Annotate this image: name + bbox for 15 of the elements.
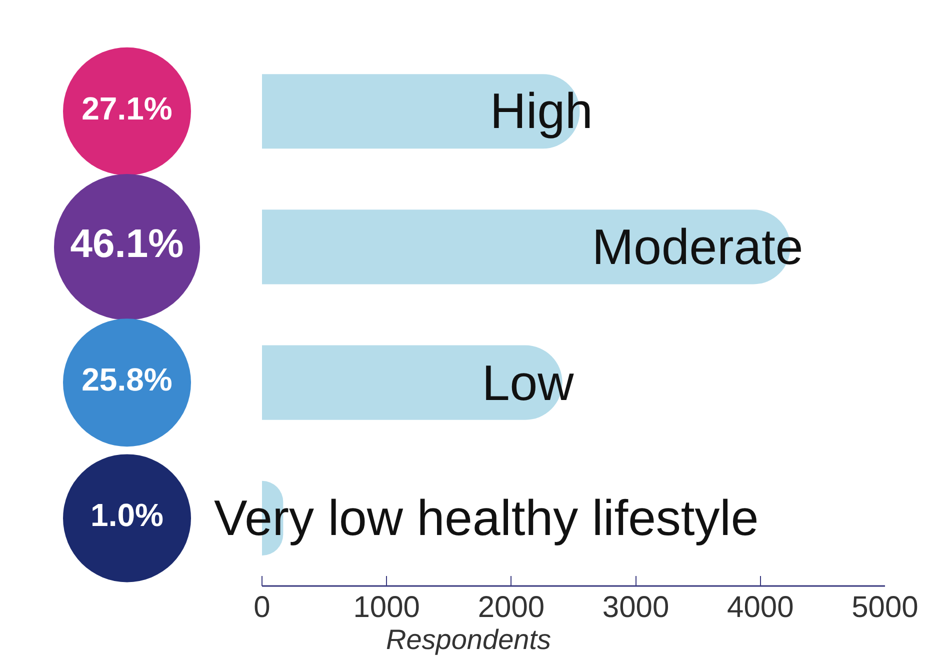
x-tick-label: 4000 [727, 591, 794, 624]
x-tick-label: 2000 [478, 591, 545, 624]
x-tick-label: 0 [254, 591, 270, 624]
x-tick-label: 5000 [852, 591, 918, 624]
y-tick-label: Low [482, 355, 575, 411]
text: 25.8% [82, 362, 172, 398]
x-tick-label: 3000 [602, 591, 670, 624]
text: 46.1% [70, 222, 184, 266]
text: 1.0% [90, 497, 164, 534]
y-tick-label: Moderate [592, 219, 804, 275]
text: 27.1% [82, 90, 172, 126]
y-tick-label: Very low healthy lifestyle [214, 490, 759, 546]
y-tick-label: High [490, 83, 593, 139]
x-axis-title: Respondents [386, 624, 552, 655]
x-tick-label: 1000 [353, 591, 420, 624]
